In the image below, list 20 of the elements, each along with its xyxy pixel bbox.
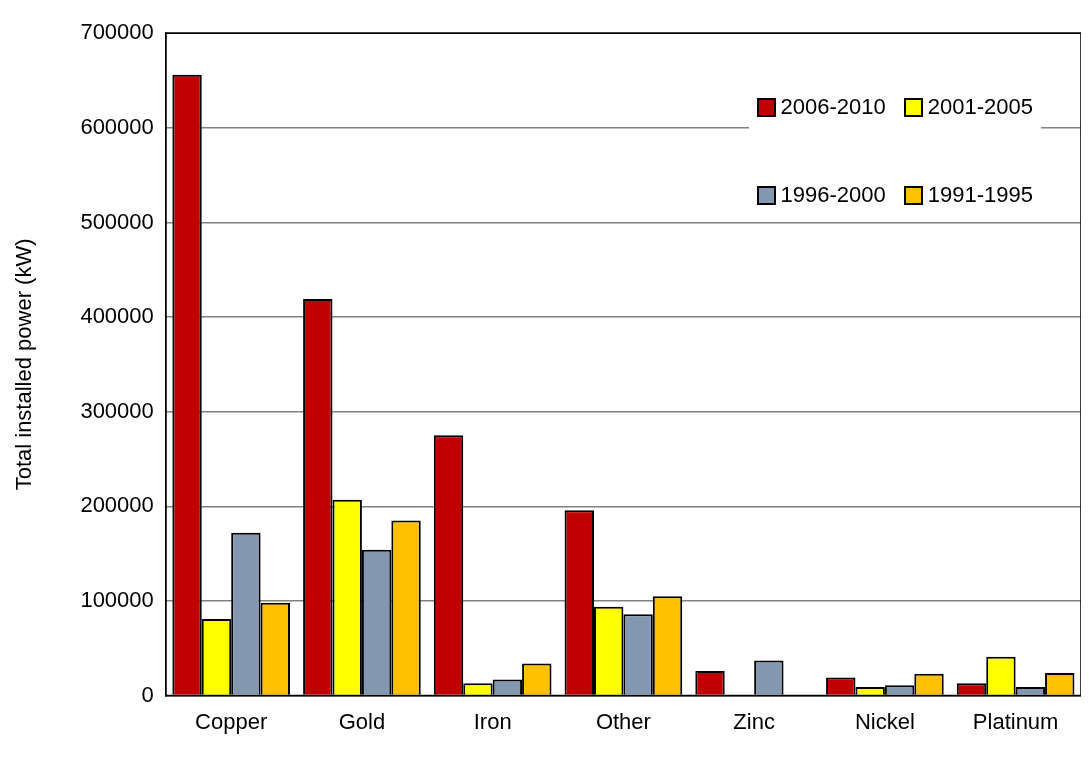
legend-label: 1991-1995 [927, 182, 1033, 208]
x-tick-label: Zinc [733, 708, 775, 734]
y-tick-label: 600000 [80, 113, 154, 139]
x-tick-label: Copper [195, 708, 268, 734]
y-tick-label: 200000 [80, 492, 154, 518]
legend-label: 2001-2005 [927, 94, 1033, 120]
y-axis-title: Total installed power (kW) [11, 238, 37, 491]
x-tick-label: Platinum [972, 708, 1059, 734]
y-tick-label: 300000 [80, 397, 154, 423]
x-tick-label: Gold [338, 708, 386, 734]
y-tick-label: 400000 [80, 303, 154, 329]
x-tick-label: Nickel [854, 708, 915, 734]
y-tick-label: 500000 [80, 208, 154, 234]
legend-label: 2006-2010 [780, 94, 886, 120]
x-tick-label: Iron [473, 708, 512, 734]
legend-label: 1996-2000 [780, 182, 886, 208]
y-tick-label: 100000 [80, 587, 154, 613]
x-tick-label: Other [595, 708, 651, 734]
y-tick-label: 700000 [80, 19, 154, 45]
y-tick-label: 0 [141, 681, 154, 707]
